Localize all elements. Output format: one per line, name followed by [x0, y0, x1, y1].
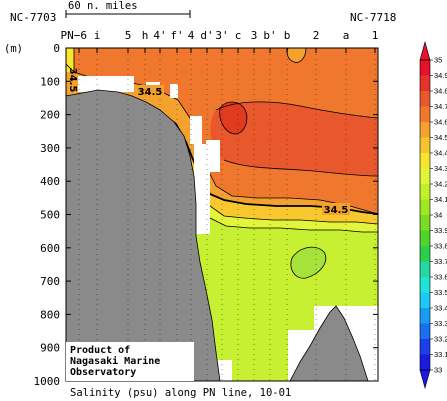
- contour-labels: 34.5 34.5 34.5: [67, 68, 350, 216]
- y-tick-label: 400: [40, 175, 60, 188]
- y-tick-label: 700: [40, 275, 60, 288]
- colorbar-tick-label: 33: [434, 366, 442, 375]
- colorbar-swatch: [420, 91, 430, 107]
- band-surface-high: [210, 101, 378, 176]
- y-tick-label: 300: [40, 142, 60, 155]
- y-tick-label: 800: [40, 308, 60, 321]
- band-core: [219, 102, 247, 134]
- colorbar-swatch: [420, 292, 430, 309]
- station-label: 1: [372, 29, 379, 42]
- seafloor-ridge: [289, 305, 369, 381]
- colorbar-swatch: [420, 354, 430, 371]
- colorbar-tick-label: 33.5: [434, 288, 447, 297]
- station-label: 4': [153, 29, 166, 42]
- station-label: h: [142, 29, 149, 42]
- credit-box: Product of Nagasaki Marine Observatory: [66, 342, 194, 381]
- colorbar-tick-label: 33.2: [434, 335, 447, 344]
- station-label: d': [200, 29, 213, 42]
- station-label: f': [170, 29, 183, 42]
- colorbar-tick-label: 33.6: [434, 273, 447, 282]
- y-tick-label: 1000: [34, 375, 61, 388]
- y-axis: 0 100 200 300 400 500 600 700 800 900 1000: [34, 42, 378, 388]
- station-label: a: [343, 29, 350, 42]
- colorbar-swatch: [420, 323, 430, 340]
- scale-bar: 60 n. miles: [65, 0, 191, 18]
- y-axis-label: (m): [4, 43, 23, 55]
- colorbar-swatch: [420, 277, 430, 293]
- station-label: 3': [215, 29, 228, 42]
- y-tick-label: 900: [40, 342, 60, 355]
- colorbar-tick-label: 33.8: [434, 242, 447, 251]
- colorbar-swatch: [420, 137, 430, 154]
- credit-line-3: Observatory: [70, 367, 136, 378]
- colorbar-swatch: [420, 168, 430, 185]
- scale-bar-label: 60 n. miles: [68, 0, 138, 12]
- colorbar-swatch: [420, 106, 430, 123]
- colorbar-swatch: [420, 153, 430, 169]
- colorbar-tick-label: 33.7: [434, 257, 447, 266]
- colorbar-swatch: [420, 261, 430, 278]
- band-surface-patch: [287, 48, 306, 63]
- station-labels: PN−6 i 5 h 4' f' 4 d' 3' c 3 b' b 2 a 1: [61, 29, 379, 381]
- colorbar-swatch: [420, 339, 430, 355]
- station-label: PN−6: [61, 29, 88, 42]
- station-label: 2: [313, 29, 320, 42]
- station-label: 3: [251, 29, 258, 42]
- colorbar-tick-label: 34: [434, 211, 442, 220]
- station-label: b: [284, 29, 291, 42]
- colorbar-tick-label: 34.6: [434, 118, 447, 127]
- colorbar-swatch: [420, 75, 430, 92]
- colorbar-swatch: [420, 230, 430, 247]
- colorbar-tick-label: 34.5: [434, 133, 447, 142]
- colorbar-tick-label: 35: [434, 56, 442, 65]
- band-minimum: [290, 247, 326, 279]
- colorbar-top-arrow: [419, 40, 431, 61]
- colorbar-tick-label: 34.1: [434, 195, 447, 204]
- colorbar-tick-label: 33.1: [434, 350, 447, 359]
- colorbar-tick-label: 34.9: [434, 71, 447, 80]
- contour-label-bg: [136, 85, 164, 97]
- colorbar: 35 34.9 34.8 34.7 34.6 34.5 34.4 34.3 34.2 34.1 34…: [419, 40, 447, 390]
- credit-line-1: Product of: [70, 345, 130, 356]
- station-label: b': [263, 29, 276, 42]
- colorbar-swatch: [420, 246, 430, 262]
- contour-label: 34.5: [67, 68, 78, 93]
- y-tick-label: 500: [40, 209, 60, 222]
- colorbar-bottom-arrow: [419, 369, 431, 390]
- colorbar-tick-label: 34.4: [434, 149, 447, 158]
- station-label: 5: [125, 29, 132, 42]
- credit-line-2: Nagasaki Marine: [70, 355, 160, 367]
- contour-label: 34.5: [138, 87, 163, 98]
- colorbar-tick-label: 34.8: [434, 87, 447, 96]
- station-label: 4: [188, 29, 195, 42]
- y-tick-label: 0: [53, 42, 60, 55]
- colorbar-swatch: [420, 215, 430, 231]
- station-label: i: [94, 29, 101, 42]
- y-tick-label: 600: [40, 242, 60, 255]
- station-end-right: NC-7718: [350, 11, 396, 24]
- colorbar-tick-label: 33.4: [434, 304, 447, 313]
- colorbar-swatch: [420, 199, 430, 216]
- station-end-left: NC-7703: [10, 11, 56, 24]
- colorbar-swatch: [420, 184, 430, 200]
- seafloor-shelf: [66, 89, 221, 381]
- contour-label: 34.5: [324, 205, 349, 216]
- colorbar-tick-label: 34.7: [434, 102, 447, 111]
- station-label: c: [235, 29, 242, 42]
- colorbar-swatch: [420, 60, 430, 76]
- colorbar-tick-label: 34.3: [434, 164, 447, 173]
- chart-title: Salinity (psu) along PN line, 10-01: [70, 387, 291, 399]
- colorbar-tick-label: 33.3: [434, 319, 447, 328]
- y-tick-label: 100: [40, 75, 60, 88]
- colorbar-swatch: [420, 308, 430, 324]
- colorbar-swatch: [420, 122, 430, 138]
- contour-label-bg: [322, 203, 350, 215]
- colorbar-tick-label: 34.2: [434, 180, 447, 189]
- y-tick-label: 200: [40, 109, 60, 122]
- colorbar-tick-label: 33.9: [434, 226, 447, 235]
